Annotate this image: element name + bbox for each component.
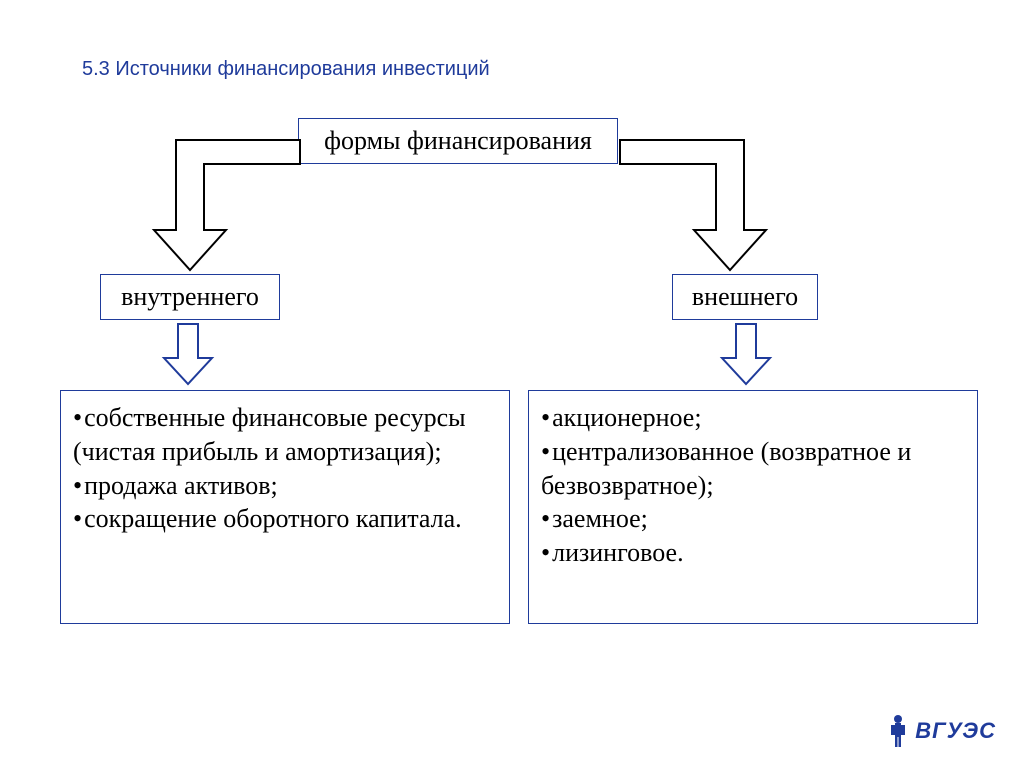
branch-left-label: внутреннего [121,282,259,312]
list-left-box: собственные финансовые ресурсы (чистая п… [60,390,510,624]
list-item: акционерное; [541,401,965,435]
branch-right-label: внешнего [692,282,798,312]
list-item: централизованное (возвратное и безвозвра… [541,435,965,503]
slide-title: 5.3 Источники финансирования инвестиций [82,58,490,81]
branch-left-box: внутреннего [100,274,280,320]
root-box-label: формы финансирования [324,126,592,156]
list-item: лизинговое. [541,536,965,570]
list-item: продажа активов; [73,469,497,503]
list-item: сокращение оборотного капитала. [73,502,497,536]
logo-figure-icon [887,713,909,749]
logo-text: ВГУЭС [915,718,996,744]
root-box: формы финансирования [298,118,618,164]
branch-right-box: внешнего [672,274,818,320]
arrow-right-to-list [716,322,776,388]
arrow-left-to-list [158,322,218,388]
list-item: собственные финансовые ресурсы (чистая п… [73,401,497,469]
arrow-root-to-left [150,130,310,280]
list-item: заемное; [541,502,965,536]
logo: ВГУЭС [887,713,996,749]
list-right-box: акционерное;централизованное (возвратное… [528,390,978,624]
arrow-root-to-right [610,130,770,280]
